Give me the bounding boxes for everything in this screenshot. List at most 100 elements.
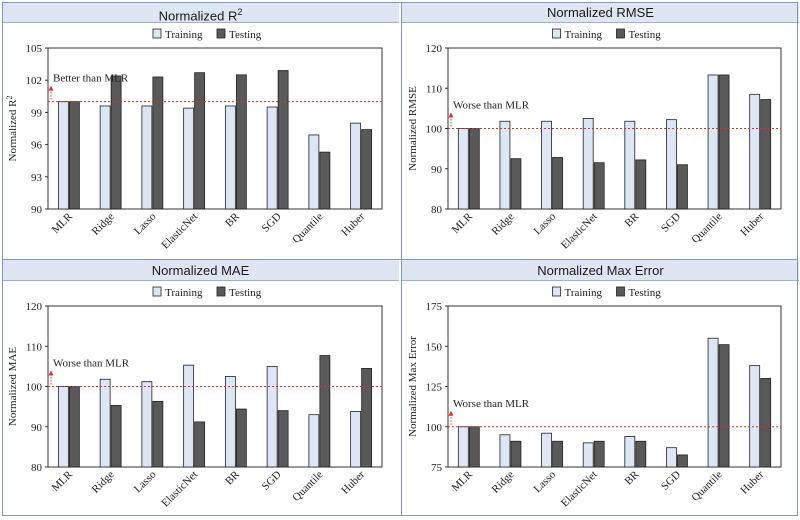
y-tick-label: 125 — [426, 382, 443, 394]
bar-testing-huber — [361, 129, 373, 210]
bar-training-elasticnet — [582, 442, 594, 468]
y-tick-label: 90 — [431, 164, 443, 176]
bar-training-quantile — [308, 134, 320, 210]
bar-training-sgd — [666, 119, 677, 210]
bar-testing-ridge — [510, 158, 522, 210]
y-tick-label: 102 — [26, 75, 43, 87]
bar-training-huber — [749, 93, 761, 210]
panel-normalized-mae: Normalized MAE Training Testing 80 90 100 110… — [2, 260, 399, 516]
bar-testing-mlr — [468, 426, 480, 468]
bar-testing-elasticnet — [194, 72, 206, 210]
plot-area — [47, 47, 383, 210]
chart-normalized-rmse: Training Testing 80 90 100 110 120 Normalized R… — [407, 28, 782, 252]
panel-normalized-max-error: Normalized Max Error Training Testing 75 10… — [402, 260, 799, 516]
y-tick-label: 96 — [31, 140, 43, 152]
y-tick-label: 120 — [26, 301, 43, 313]
bar-training-sgd — [666, 447, 677, 468]
bar-testing-sgd — [277, 410, 289, 468]
bar-training-huber — [350, 122, 362, 210]
y-axis-label: Normalized RMSE — [407, 86, 419, 171]
y-tick-label: 75 — [431, 462, 443, 474]
bar-training-mlr — [457, 426, 469, 468]
y-tick-label: 100 — [426, 124, 443, 136]
bar-training-elasticnet — [582, 118, 594, 210]
bar-testing-ridge — [110, 405, 122, 468]
bar-testing-elasticnet — [593, 162, 605, 210]
bar-training-ridge — [99, 378, 111, 468]
y-tick-label: 100 — [26, 382, 43, 394]
annotation-arrowhead — [48, 370, 54, 376]
annotation-text: Worse than MLR — [453, 398, 530, 410]
x-tick-label-br: BR — [223, 210, 242, 229]
x-tick-label-lasso: Lasso — [132, 468, 159, 495]
bar-testing-sgd — [277, 70, 289, 210]
legend-swatch-training — [152, 28, 162, 39]
plot-area — [47, 305, 383, 468]
panel-divider-horizontal — [2, 259, 798, 260]
bar-testing-br — [635, 440, 647, 468]
bar-testing-huber — [760, 378, 772, 468]
x-tick-label-ridge: Ridge — [489, 469, 516, 496]
y-tick-label: 150 — [426, 341, 443, 353]
x-tick-label-mlr: MLR — [450, 210, 476, 236]
legend-swatch-training — [152, 286, 162, 297]
bar-training-quantile — [707, 74, 719, 210]
legend-label-testing: Testing — [229, 29, 262, 41]
bar-testing-lasso — [552, 440, 563, 468]
legend: Training Testing — [552, 28, 662, 41]
bar-training-br — [624, 436, 636, 468]
x-tick-label-mlr: MLR — [50, 210, 76, 236]
bar-training-ridge — [99, 105, 111, 210]
bar-training-lasso — [141, 381, 153, 468]
bar-testing-lasso — [152, 76, 164, 210]
bar-testing-sgd — [677, 454, 688, 468]
annotation-arrowhead — [48, 85, 54, 91]
bar-testing-sgd — [677, 164, 688, 210]
legend-swatch-testing — [216, 286, 226, 297]
bar-training-elasticnet — [183, 364, 195, 468]
y-tick-label: 90 — [31, 422, 43, 434]
bar-testing-quantile — [319, 355, 331, 468]
bar-testing-mlr — [68, 101, 80, 210]
bar-testing-lasso — [552, 157, 563, 210]
panel-title: Normalized R2 — [2, 2, 399, 23]
x-tick-label-lasso: Lasso — [132, 210, 159, 237]
plot-area — [447, 305, 782, 468]
panel-title: Normalized MAE — [2, 260, 399, 281]
x-tick-label-br: BR — [623, 210, 642, 229]
x-tick-label-sgd: SGD — [260, 469, 284, 493]
bar-testing-quantile — [718, 74, 730, 210]
y-tick-label: 110 — [426, 83, 443, 95]
bar-testing-huber — [760, 99, 772, 210]
x-tick-label-quantile: Quantile — [290, 469, 325, 504]
y-tick-label: 175 — [426, 301, 443, 313]
x-tick-label-huber: Huber — [339, 210, 367, 238]
legend-label-testing: Testing — [629, 29, 662, 41]
bar-training-br — [624, 120, 636, 210]
y-tick-label: 120 — [426, 43, 443, 55]
y-tick-label: 100 — [426, 422, 443, 434]
panel-title: Normalized Max Error — [402, 260, 799, 281]
x-tick-label-elasticnet: ElasticNet — [159, 211, 200, 252]
bar-training-sgd — [266, 365, 278, 468]
x-tick-label-elasticnet: ElasticNet — [159, 469, 200, 510]
x-tick-label-mlr: MLR — [450, 468, 476, 494]
legend-swatch-training — [552, 28, 561, 39]
bar-training-lasso — [541, 432, 552, 468]
x-tick-label-br: BR — [223, 468, 242, 487]
x-tick-label-br: BR — [623, 468, 642, 487]
chart-normalized-mae: Training Testing 80 90 100 110 120 Normalized M… — [7, 286, 383, 510]
x-tick-label-sgd: SGD — [659, 469, 683, 493]
annotation-text: Worse than MLR — [53, 358, 130, 370]
bar-testing-mlr — [468, 128, 480, 210]
y-tick-label: 90 — [31, 204, 43, 216]
y-tick-label: 99 — [31, 107, 43, 119]
bar-testing-quantile — [718, 344, 730, 468]
bar-testing-br — [235, 74, 247, 210]
y-tick-label: 110 — [26, 341, 43, 353]
x-tick-label-lasso: Lasso — [532, 210, 559, 237]
chart-normalized-r2: Training Testing 90 93 96 99 102 105 Normalized … — [5, 28, 383, 252]
annotation-arrowhead — [448, 410, 454, 416]
bar-training-br — [224, 376, 236, 468]
